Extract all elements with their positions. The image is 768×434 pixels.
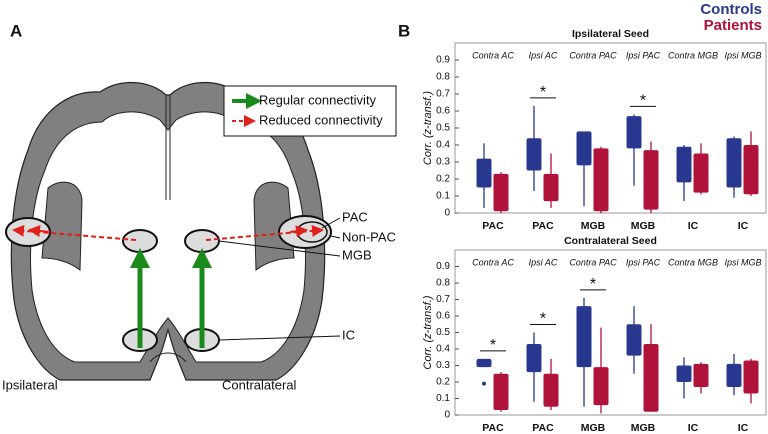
box bbox=[743, 145, 759, 195]
box bbox=[626, 116, 642, 149]
x-tick-label: IC bbox=[688, 220, 699, 232]
significance-label: * bbox=[640, 93, 646, 110]
significance-label: * bbox=[540, 84, 546, 101]
column-label: Contra AC bbox=[472, 50, 514, 60]
column-label: Contra AC bbox=[472, 257, 514, 267]
y-tick-label: 0.8 bbox=[436, 278, 450, 289]
column-label: Contra PAC bbox=[569, 257, 617, 267]
column-label: Ipsi PAC bbox=[626, 50, 661, 60]
significance-label: * bbox=[590, 276, 596, 293]
y-tick-label: 0.9 bbox=[436, 261, 450, 272]
brain bbox=[10, 81, 326, 381]
side-label: Ipsilateral bbox=[2, 377, 58, 392]
box bbox=[626, 324, 642, 356]
chart-title: Contralateral Seed bbox=[564, 235, 657, 247]
y-tick-label: 0.6 bbox=[436, 311, 450, 322]
x-tick-label: IC bbox=[738, 220, 749, 232]
mgb-right bbox=[184, 229, 220, 253]
x-tick-label: MGB bbox=[581, 422, 606, 434]
significance-label: * bbox=[490, 337, 496, 354]
box bbox=[543, 373, 559, 407]
y-axis-label: Corr. (z-transf.) bbox=[422, 91, 434, 165]
structure-label: Non-PAC bbox=[342, 229, 396, 244]
y-tick-label: 0 bbox=[444, 410, 450, 421]
y-tick-label: 0.1 bbox=[436, 393, 450, 404]
box bbox=[743, 360, 759, 394]
box bbox=[643, 344, 659, 412]
y-tick-label: 0.7 bbox=[436, 89, 450, 100]
side-label: Contralateral bbox=[222, 377, 297, 392]
column-label: Ipsi AC bbox=[529, 50, 558, 60]
box bbox=[526, 344, 542, 373]
box bbox=[726, 363, 742, 387]
box bbox=[676, 146, 692, 183]
reduced-arrow bbox=[28, 225, 51, 237]
x-tick-label: MGB bbox=[631, 422, 656, 434]
y-tick-label: 0.8 bbox=[436, 72, 450, 83]
legend-label: Patients bbox=[704, 17, 762, 34]
box bbox=[576, 306, 592, 368]
y-tick-label: 0.7 bbox=[436, 294, 450, 305]
structure-label: PAC bbox=[342, 209, 368, 224]
box bbox=[693, 363, 709, 387]
reduced-arrow bbox=[289, 225, 308, 238]
structure-label: IC bbox=[342, 327, 355, 342]
pac-right bbox=[296, 221, 328, 243]
box bbox=[593, 148, 609, 212]
y-tick-label: 0.5 bbox=[436, 123, 450, 134]
column-label: Contra MGB bbox=[668, 257, 718, 267]
column-label: Ipsi MGB bbox=[724, 257, 761, 267]
reduced-arrow bbox=[12, 224, 137, 241]
column-label: Contra PAC bbox=[569, 50, 617, 60]
box bbox=[726, 138, 742, 188]
box bbox=[526, 138, 542, 171]
x-tick-label: PAC bbox=[532, 220, 554, 232]
outlier bbox=[482, 381, 486, 386]
y-tick-label: 0.4 bbox=[436, 140, 450, 151]
y-tick-label: 0.5 bbox=[436, 327, 450, 338]
legend-label: Regular connectivity bbox=[259, 92, 377, 107]
column-label: Ipsi MGB bbox=[724, 50, 761, 60]
y-tick-label: 0.2 bbox=[436, 174, 450, 185]
column-label: Contra MGB bbox=[668, 50, 718, 60]
y-tick-label: 0.9 bbox=[436, 55, 450, 66]
y-tick-label: 0.2 bbox=[436, 377, 450, 388]
box bbox=[576, 131, 592, 166]
x-tick-label: MGB bbox=[581, 220, 606, 232]
y-tick-label: 0.6 bbox=[436, 106, 450, 117]
legend-label: Reduced connectivity bbox=[259, 112, 383, 127]
box bbox=[593, 367, 609, 406]
legend-label: Controls bbox=[700, 1, 762, 18]
y-tick-label: 0.4 bbox=[436, 344, 450, 355]
y-tick-label: 0.1 bbox=[436, 191, 450, 202]
box bbox=[543, 173, 559, 202]
x-tick-label: PAC bbox=[482, 220, 504, 232]
column-label: Ipsi PAC bbox=[626, 257, 661, 267]
chart-title: Ipsilateral Seed bbox=[572, 28, 649, 40]
significance-label: * bbox=[540, 311, 546, 328]
x-tick-label: PAC bbox=[532, 422, 554, 434]
box bbox=[676, 365, 692, 382]
box bbox=[476, 158, 492, 188]
x-tick-label: MGB bbox=[631, 220, 656, 232]
structure-label: MGB bbox=[342, 247, 372, 262]
leader-lines bbox=[218, 217, 341, 341]
y-axis-label: Corr. (z-transf.) bbox=[422, 295, 434, 369]
y-tick-label: 0.3 bbox=[436, 360, 450, 371]
y-tick-label: 0.3 bbox=[436, 157, 450, 168]
x-tick-label: IC bbox=[688, 422, 699, 434]
x-tick-label: IC bbox=[738, 422, 749, 434]
panel-label: B bbox=[398, 21, 410, 40]
y-tick-label: 0 bbox=[444, 208, 450, 219]
box bbox=[493, 173, 509, 212]
box bbox=[643, 150, 659, 210]
mgb-left bbox=[122, 229, 158, 253]
panel-label: A bbox=[10, 21, 22, 40]
box bbox=[493, 373, 509, 411]
box bbox=[693, 153, 709, 193]
column-label: Ipsi AC bbox=[529, 257, 558, 267]
x-tick-label: PAC bbox=[482, 422, 504, 434]
box bbox=[476, 358, 492, 368]
